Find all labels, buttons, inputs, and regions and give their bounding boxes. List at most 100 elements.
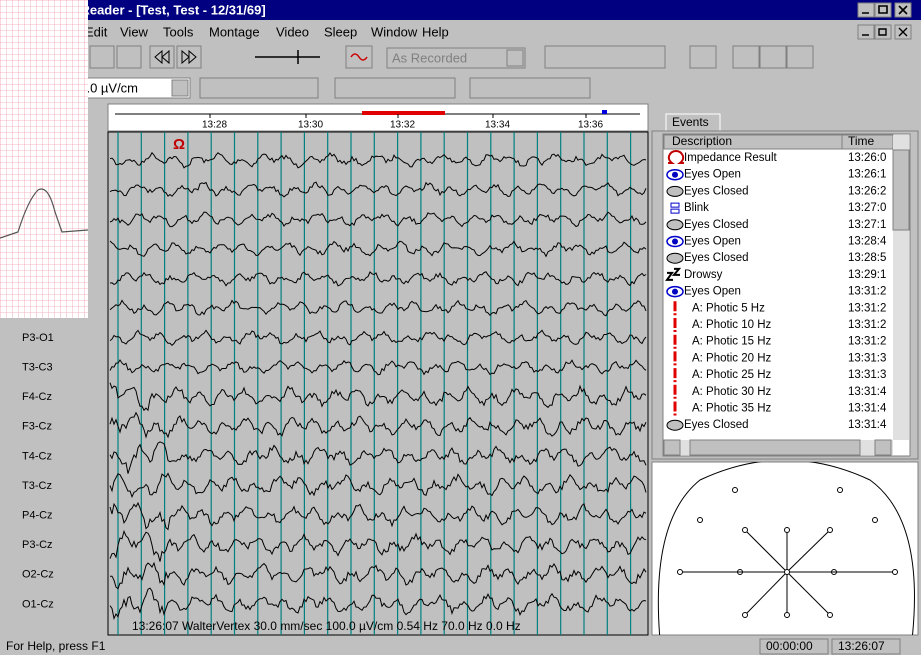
montage-dropdown[interactable]: As Recorded	[392, 50, 467, 65]
event-description[interactable]: Eyes Closed	[684, 219, 749, 231]
window-title: ileReader - [Test, Test - 12/31/69]	[66, 2, 266, 17]
event-time[interactable]: 13:31:2	[848, 302, 886, 314]
timeline-label: 13:34	[485, 120, 510, 131]
event-time[interactable]: 13:31:3	[848, 352, 886, 364]
event-time[interactable]: 13:31:2	[848, 336, 886, 348]
event-time[interactable]: 13:26:1	[848, 169, 886, 181]
electrode	[784, 569, 790, 575]
ecg-overlay	[0, 0, 89, 318]
eeg-trace	[109, 441, 647, 474]
sensitivity-dropdown[interactable]: 00.0 µV/cm	[72, 80, 138, 95]
eeg-trace	[109, 211, 647, 228]
menu-item[interactable]: Window	[371, 24, 418, 39]
head-link	[744, 571, 788, 616]
eeg-trace	[109, 181, 647, 198]
column-header[interactable]: Description	[672, 134, 732, 148]
channel-label: T3-Cz	[22, 480, 52, 492]
channel-label: O2-Cz	[22, 569, 54, 581]
menu-item[interactable]: Montage	[209, 24, 260, 39]
event-icon	[667, 149, 685, 164]
status-help: For Help, press F1	[6, 639, 106, 653]
timeline-label: 13:36	[578, 120, 603, 131]
electrode	[732, 487, 738, 493]
event-time[interactable]: 13:31:3	[848, 369, 886, 381]
event-time[interactable]: 13:26:2	[848, 185, 886, 197]
event-time[interactable]: 13:31:2	[848, 286, 886, 298]
impedance-marker[interactable]: Ω	[173, 136, 185, 153]
event-description[interactable]: Eyes Open	[684, 286, 741, 298]
menu-item[interactable]: Video	[276, 24, 309, 39]
eeg-trace	[109, 240, 647, 258]
event-icon	[666, 419, 684, 431]
event-icon	[672, 171, 678, 178]
head-link	[744, 529, 788, 573]
event-description[interactable]: A: Photic 25 Hz	[692, 369, 772, 381]
menu-item[interactable]: Edit	[85, 24, 108, 39]
event-time[interactable]: 13:28:5	[848, 252, 886, 264]
status-elapsed: 00:00:00	[766, 639, 813, 653]
event-icon	[666, 219, 684, 231]
event-description[interactable]: A: Photic 10 Hz	[692, 319, 772, 331]
eeg-footer: 13:26:07 WalterVertex 30.0 mm/sec 100.0 …	[132, 619, 521, 633]
event-description[interactable]: A: Photic 15 Hz	[692, 336, 772, 348]
event-time[interactable]: 13:31:4	[848, 403, 887, 415]
event-icon	[666, 185, 684, 197]
eeg-trace	[109, 151, 647, 169]
menu-item[interactable]: Help	[422, 24, 449, 39]
channel-label: T4-Cz	[22, 450, 52, 462]
eeg-trace	[109, 529, 647, 562]
event-icon	[672, 288, 678, 295]
electrode	[677, 569, 683, 575]
eeg-trace	[109, 271, 647, 287]
timeline-label: 13:32	[390, 120, 415, 131]
menu-item[interactable]: Tools	[163, 24, 194, 39]
channel-label: T3-C3	[22, 362, 53, 374]
event-icon	[665, 267, 682, 281]
eeg-trace	[109, 411, 647, 439]
event-description[interactable]: A: Photic 5 Hz	[692, 302, 765, 314]
window-controls[interactable]	[857, 2, 912, 40]
event-description[interactable]: Blink	[684, 202, 709, 214]
eeg-trace	[109, 587, 647, 621]
channel-label: P3-Cz	[22, 539, 53, 551]
electrode	[697, 517, 703, 523]
menu-item[interactable]: View	[120, 24, 149, 39]
menu-item[interactable]: Sleep	[324, 24, 357, 39]
events-tab-label[interactable]: Events	[672, 115, 709, 129]
event-time[interactable]: 13:29:1	[848, 269, 886, 281]
electrode	[827, 527, 833, 533]
event-description[interactable]: A: Photic 20 Hz	[692, 352, 772, 364]
timeline[interactable]	[107, 103, 649, 132]
event-time[interactable]: 13:28:4	[848, 236, 887, 248]
electrode	[827, 612, 833, 618]
event-icon	[672, 238, 678, 245]
electrode	[784, 527, 790, 533]
electrode	[742, 612, 748, 618]
event-description[interactable]: Impedance Result	[684, 152, 777, 164]
event-description[interactable]: A: Photic 30 Hz	[692, 386, 772, 398]
menu-bar: Edit View Tools Montage Video Sleep Window Help	[85, 24, 449, 39]
toolbar: As Recorded 00.0 µV/cm	[64, 45, 814, 99]
event-time[interactable]: 13:26:0	[848, 152, 886, 164]
event-description[interactable]: Eyes Open	[684, 169, 741, 181]
channel-label: O1-Cz	[22, 598, 54, 610]
electrode	[784, 612, 790, 618]
event-description[interactable]: Eyes Open	[684, 236, 741, 248]
event-description[interactable]: Eyes Closed	[684, 252, 749, 264]
event-description[interactable]: A: Photic 35 Hz	[692, 403, 772, 415]
event-description[interactable]: Eyes Closed	[684, 185, 749, 197]
event-time[interactable]: 13:31:2	[848, 319, 886, 331]
eeg-pane[interactable]	[107, 131, 649, 636]
event-description[interactable]: Eyes Closed	[684, 419, 749, 431]
head-map	[651, 461, 919, 636]
event-description[interactable]: Drowsy	[684, 269, 723, 281]
column-header[interactable]: Time	[848, 134, 875, 148]
event-time[interactable]: 13:31:4	[848, 386, 887, 398]
event-time[interactable]: 13:27:1	[848, 219, 886, 231]
channel-label: F3-Cz	[22, 421, 52, 433]
eeg-trace	[109, 299, 647, 317]
electrode	[837, 487, 843, 493]
event-time[interactable]: 13:31:4	[848, 419, 887, 431]
event-time[interactable]: 13:27:0	[848, 202, 886, 214]
